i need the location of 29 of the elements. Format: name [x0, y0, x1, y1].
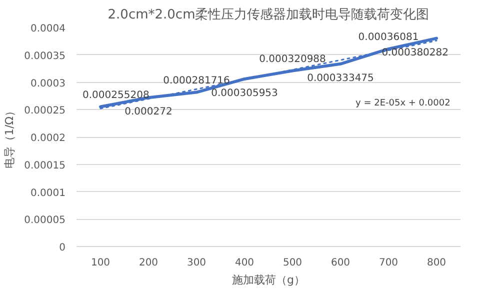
y-tick-label: 0.0001 — [30, 188, 66, 199]
y-tick-label: 0.0003 — [30, 78, 66, 90]
data-label: 0.000380282 — [382, 47, 449, 58]
y-tick-label: 0.00035 — [24, 50, 66, 62]
y-tick-label: 0.0004 — [30, 24, 66, 34]
x-tick-label: 300 — [186, 258, 206, 268]
x-tick-label: 500 — [282, 258, 302, 268]
data-label: 0.000320988 — [259, 54, 326, 65]
x-axis-title: 施加载荷（g） — [232, 274, 305, 286]
x-tick-label: 700 — [378, 258, 398, 268]
data-label: 0.000281716 — [163, 75, 230, 86]
x-tick-label: 600 — [330, 258, 350, 268]
data-label: 0.00036081 — [358, 32, 419, 43]
data-label: 0.000333475 — [307, 72, 374, 84]
annotation: y = 2E-05x + 0.0002 — [356, 98, 450, 109]
y-tick-label: 0.00005 — [24, 215, 66, 226]
x-tick-label: 100 — [90, 258, 110, 268]
y-tick-label: 0 — [59, 242, 66, 254]
data-label: 0.000272 — [124, 106, 172, 118]
data-label: 0.000255208 — [82, 90, 150, 101]
y-axis-title: 电导（1/Ω） — [3, 105, 16, 169]
y-tick-label: 0.00015 — [24, 160, 66, 172]
chart-title: 2.0cm*2.0cm柔性压力传感器加载时电导随载荷变化图 — [108, 8, 430, 22]
x-tick-label: 800 — [426, 258, 446, 268]
data-label: 0.000305953 — [211, 88, 278, 99]
x-tick-label: 400 — [234, 258, 254, 268]
x-tick-label: 200 — [138, 258, 158, 268]
y-tick-label: 0.00025 — [24, 106, 66, 117]
y-tick-label: 0.0002 — [30, 133, 66, 144]
